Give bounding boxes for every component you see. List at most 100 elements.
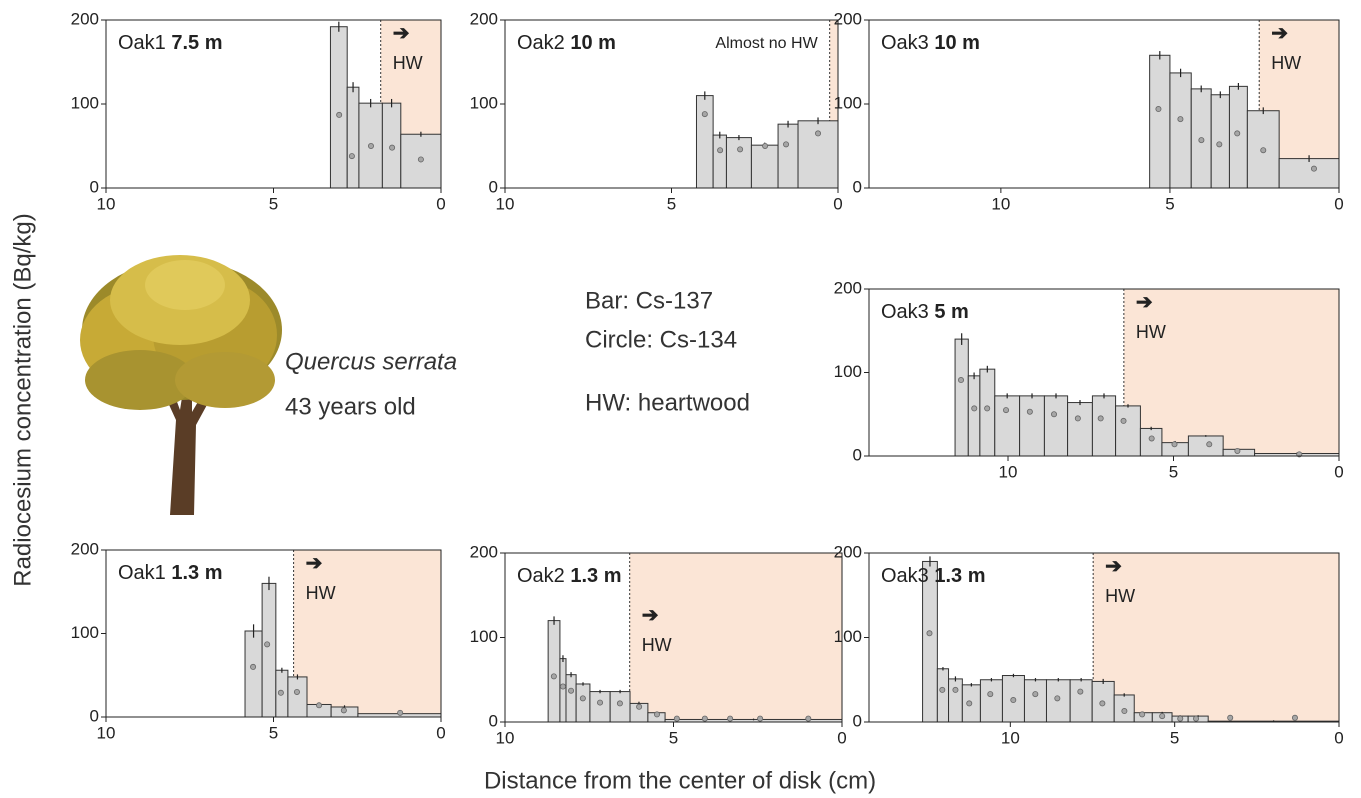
cs134-circle — [762, 142, 769, 149]
panel: 0 100 200 10 5 0 Oak3 1.3 m ➔ HW — [834, 542, 1344, 747]
heartwood-region — [629, 553, 842, 722]
bar — [777, 123, 799, 189]
y-tick-label: 200 — [470, 542, 498, 561]
y-tick-label: 100 — [834, 93, 862, 112]
x-tick-label: 10 — [991, 194, 1010, 213]
cs134-circle — [984, 405, 991, 412]
cs134-circle — [958, 377, 965, 384]
y-tick-label: 100 — [470, 93, 498, 112]
title-name: Oak1 — [118, 32, 166, 54]
x-tick-label: 10 — [496, 194, 515, 213]
bar — [329, 26, 348, 189]
bar — [559, 658, 567, 723]
y-tick-label: 200 — [71, 539, 99, 558]
panel: 0 100 200 10 5 0 Oak3 5 m ➔ HW — [834, 278, 1344, 481]
cs134-circle — [1099, 700, 1106, 707]
y-tick-label: 100 — [470, 627, 498, 646]
cs134-circle — [737, 146, 744, 153]
cs134-circle — [397, 709, 404, 716]
bar — [936, 668, 950, 723]
panel: 0 100 200 10 5 0 Oak1 1.3 m ➔ HW — [71, 539, 446, 742]
cs134-circle — [1121, 708, 1128, 715]
bar — [954, 338, 969, 457]
hw-arrow: ➔ — [1105, 555, 1122, 577]
cs134-circle — [1148, 435, 1155, 442]
bar — [609, 691, 631, 723]
title-height: 5 m — [934, 301, 968, 323]
x-tick-label: 5 — [1170, 728, 1179, 747]
cs134-circle — [348, 153, 355, 160]
title-height: 7.5 m — [171, 32, 222, 54]
x-tick-label: 10 — [999, 462, 1018, 481]
y-tick-label: 200 — [834, 278, 862, 297]
title-name: Oak3 — [881, 301, 929, 323]
title-height: 1.3 m — [171, 562, 222, 584]
cs134-circle — [1177, 116, 1184, 123]
legend-bar: Bar: Cs-137 — [585, 287, 713, 314]
heartwood-region — [1093, 553, 1339, 722]
cs134-circle — [971, 405, 978, 412]
cs134-circle — [1159, 713, 1166, 720]
x-tick-label: 0 — [833, 194, 842, 213]
tree-illustration — [80, 255, 282, 515]
panel: 0 100 200 10 5 0 Oak3 10 m ➔ HW — [834, 9, 1344, 213]
cs134-circle — [1097, 415, 1104, 422]
y-tick-label: 0 — [489, 711, 498, 730]
y-tick-label: 0 — [489, 177, 498, 196]
y-tick-label: 0 — [90, 177, 99, 196]
cs134-circle — [1026, 408, 1033, 415]
cs134-circle — [636, 703, 643, 710]
hw-arrow: ➔ — [642, 604, 659, 626]
cs134-circle — [1234, 130, 1241, 137]
bar — [1043, 395, 1069, 457]
cs134-circle — [1010, 697, 1017, 704]
x-tick-label: 0 — [837, 728, 846, 747]
title-name: Oak1 — [118, 562, 166, 584]
panel-title: Oak2 1.3 m — [517, 565, 622, 587]
x-tick-label: 10 — [1001, 728, 1020, 747]
bar — [1019, 395, 1045, 457]
y-axis-label: Radiocesium concentration (Bq/kg) — [9, 213, 36, 587]
cs134-circle — [389, 144, 396, 151]
x-tick-label: 0 — [1334, 462, 1343, 481]
legend-hw: HW: heartwood — [585, 389, 750, 416]
hw-arrow: ➔ — [1271, 22, 1288, 44]
cs134-circle — [701, 715, 708, 722]
panel: 0 100 200 10 5 0 Oak2 1.3 m ➔ HW — [470, 542, 847, 747]
annotation: Almost no HW — [715, 35, 818, 52]
panel: 0 100 200 10 5 0 Oak2 10 m Almost no HW — [470, 9, 843, 213]
cs134-circle — [316, 702, 323, 709]
cs134-circle — [1074, 415, 1081, 422]
x-tick-label: 5 — [667, 194, 676, 213]
cs134-circle — [579, 695, 586, 702]
panel-title: Oak1 1.3 m — [118, 562, 223, 584]
cs134-circle — [550, 673, 557, 680]
bar — [589, 691, 611, 723]
hw-label: HW — [306, 583, 336, 603]
legend-circle: Circle: Cs-134 — [585, 326, 737, 353]
y-tick-label: 200 — [834, 542, 862, 561]
bar — [979, 679, 1003, 723]
cs134-circle — [1234, 447, 1241, 454]
cs134-circle — [1120, 417, 1127, 424]
cs134-circle — [1032, 691, 1039, 698]
cs134-circle — [1177, 715, 1184, 722]
bar — [1139, 427, 1163, 457]
panel-title: Oak2 10 m — [517, 32, 616, 54]
bar — [1115, 405, 1141, 457]
bar — [1228, 85, 1248, 189]
cs134-circle — [1003, 407, 1010, 414]
title-name: Oak2 — [517, 32, 565, 54]
bar — [1210, 94, 1230, 189]
cs134-circle — [757, 715, 764, 722]
cs134-circle — [250, 663, 257, 670]
cs134-circle — [653, 711, 660, 718]
bar — [1067, 402, 1093, 457]
cs134-circle — [1155, 106, 1162, 113]
cs134-circle — [987, 691, 994, 698]
x-tick-label: 5 — [269, 723, 278, 742]
title-name: Oak3 — [881, 32, 929, 54]
cs134-circle — [1198, 137, 1205, 144]
x-tick-label: 0 — [1334, 728, 1343, 747]
